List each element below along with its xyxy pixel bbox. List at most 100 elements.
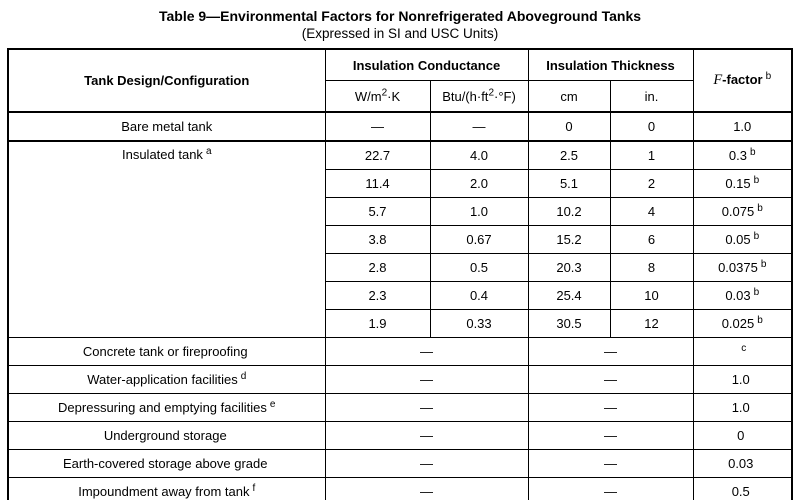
table-title: Table 9—Environmental Factors for Nonref… xyxy=(158,8,642,24)
cell-water-conductance: — xyxy=(324,365,529,394)
cell-depressuring-label: Depressuring and emptying facilities e xyxy=(7,393,326,422)
table-subtitle: (Expressed in SI and USC Units) xyxy=(301,26,499,41)
table-body: Bare metal tank — — 0 0 1.0 Insulated ta… xyxy=(7,111,793,500)
cell-bare-cm: 0 xyxy=(527,111,611,142)
cell-insulated-si-0: 22.7 xyxy=(324,140,431,170)
cell-insulated-usc-5: 0.4 xyxy=(429,281,529,310)
cell-insulated-si-2: 5.7 xyxy=(324,197,431,226)
cell-depressuring-f: 1.0 xyxy=(692,393,793,422)
cell-impoundment-f: 0.5 xyxy=(692,477,793,500)
title-block: Table 9—Environmental Factors for Nonref… xyxy=(0,0,800,42)
cell-insulated-f-5: 0.03 b xyxy=(692,281,793,310)
cell-bare-f: 1.0 xyxy=(692,111,793,142)
footnote-marker-a: a xyxy=(205,145,212,157)
cell-concrete-f: c xyxy=(692,337,793,366)
cell-insulated-in-3: 6 xyxy=(609,225,694,254)
f-factor-label: -factor xyxy=(722,72,763,87)
cell-impoundment-label: Impoundment away from tank f xyxy=(7,477,326,500)
cell-bare-label: Bare metal tank xyxy=(7,111,326,142)
table-row-bare-metal-tank: Bare metal tank — — 0 0 1.0 xyxy=(7,111,793,142)
cell-depressuring-conductance: — xyxy=(324,393,529,422)
cell-insulated-in-6: 12 xyxy=(609,309,694,338)
cell-water-label: Water-application facilities d xyxy=(7,365,326,394)
cell-insulated-cm-1: 5.1 xyxy=(527,169,611,198)
table-header: Tank Design/Configuration Insulation Con… xyxy=(7,48,793,113)
table-row-insulated-4: 3.8 0.67 15.2 6 0.05 b xyxy=(8,225,793,254)
cell-earth-label: Earth-covered storage above grade xyxy=(7,449,326,478)
col-header-f-factor: F-factor b xyxy=(692,48,793,113)
cell-earth-conductance: — xyxy=(324,449,529,478)
cell-insulated-f-0: 0.3 b xyxy=(692,140,793,170)
cell-insulated-usc-3: 0.67 xyxy=(429,225,529,254)
cell-impoundment-conductance: — xyxy=(324,477,529,500)
f-value: 0.025 xyxy=(721,316,755,331)
footnote-marker-b: b xyxy=(757,314,763,326)
table-row-insulated-7: 1.9 0.33 30.5 12 0.025 b xyxy=(8,309,793,338)
f-value: 0.05 xyxy=(725,232,751,247)
footnote-marker-c: c xyxy=(741,342,747,354)
cell-concrete-label: Concrete tank or fireproofing xyxy=(7,337,326,366)
cell-insulated-usc-6: 0.33 xyxy=(429,309,529,338)
cell-insulated-f-3: 0.05 b xyxy=(692,225,793,254)
cell-insulated-usc-2: 1.0 xyxy=(429,197,529,226)
cell-water-thickness: — xyxy=(527,365,694,394)
f-value: 0.03 xyxy=(728,456,754,471)
f-value: 0 xyxy=(737,428,745,443)
cell-insulated-label: Insulated tank a xyxy=(7,140,326,338)
cell-insulated-in-5: 10 xyxy=(609,281,694,310)
table-row-concrete: Concrete tank or fireproofing — — c xyxy=(7,337,793,366)
unit-si-text: W/m xyxy=(354,88,382,104)
header-row-groups: Tank Design/Configuration Insulation Con… xyxy=(7,48,793,113)
cell-insulated-usc-1: 2.0 xyxy=(429,169,529,198)
footnote-marker-b: b xyxy=(760,258,767,270)
cell-insulated-f-4: 0.0375 b xyxy=(692,253,793,282)
cell-water-f: 1.0 xyxy=(692,365,793,394)
f-value: 1.0 xyxy=(731,372,750,387)
table-row-water-application: Water-application facilities d — — 1.0 xyxy=(7,365,793,394)
cell-insulated-usc-4: 0.5 xyxy=(429,253,529,282)
table-row-insulated-1: Insulated tank a 22.7 4.0 2.5 1 0.3 b xyxy=(7,140,793,338)
cell-depressuring-thickness: — xyxy=(527,393,694,422)
cell-concrete-thickness: — xyxy=(527,337,694,366)
unit-header-usc: Btu/(h·ft2·°F) xyxy=(429,80,529,113)
cell-underground-f: 0 xyxy=(692,421,793,450)
unit-header-in: in. xyxy=(609,80,694,113)
insulated-label-text: Insulated tank xyxy=(121,147,203,162)
unit-si-text-2: ·K xyxy=(387,88,401,104)
row-label: Concrete tank or fireproofing xyxy=(82,344,248,359)
cell-insulated-in-0: 1 xyxy=(609,140,694,170)
unit-usc-text: Btu/(h·ft xyxy=(442,88,489,104)
cell-underground-label: Underground storage xyxy=(7,421,326,450)
f-factor-letter: F xyxy=(713,72,723,88)
row-label: Earth-covered storage above grade xyxy=(62,456,268,471)
cell-concrete-conductance: — xyxy=(324,337,529,366)
f-value: 0.075 xyxy=(721,204,755,219)
f-value: 1.0 xyxy=(731,400,750,415)
footnote-marker-e: e xyxy=(269,398,276,410)
cell-insulated-f-2: 0.075 b xyxy=(692,197,793,226)
cell-underground-thickness: — xyxy=(527,421,694,450)
cell-earth-thickness: — xyxy=(527,449,694,478)
cell-insulated-si-1: 11.4 xyxy=(324,169,431,198)
cell-insulated-si-5: 2.3 xyxy=(324,281,431,310)
col-header-insulation-conductance: Insulation Conductance xyxy=(324,48,529,81)
cell-insulated-f-6: 0.025 b xyxy=(692,309,793,338)
table-row-insulated-6: 2.3 0.4 25.4 10 0.03 b xyxy=(8,281,793,310)
cell-insulated-cm-4: 20.3 xyxy=(527,253,611,282)
cell-insulated-in-2: 4 xyxy=(609,197,694,226)
f-value: 0.03 xyxy=(725,288,751,303)
cell-insulated-usc-0: 4.0 xyxy=(429,140,529,170)
col-header-tank-design: Tank Design/Configuration xyxy=(7,48,326,113)
table-row-impoundment: Impoundment away from tank f — — 0.5 xyxy=(7,477,793,500)
table-row-insulated-3: 5.7 1.0 10.2 4 0.075 b xyxy=(8,197,793,226)
cell-bare-si: — xyxy=(324,111,431,142)
cell-insulated-f-1: 0.15 b xyxy=(692,169,793,198)
cell-insulated-in-4: 8 xyxy=(609,253,694,282)
cell-underground-conductance: — xyxy=(324,421,529,450)
cell-insulated-cm-0: 2.5 xyxy=(527,140,611,170)
unit-usc-text-2: ·°F) xyxy=(494,88,516,104)
footnote-marker-d: d xyxy=(240,370,247,382)
table-row-earth-covered: Earth-covered storage above grade — — 0.… xyxy=(7,449,793,478)
environmental-factors-table: Tank Design/Configuration Insulation Con… xyxy=(7,48,793,500)
